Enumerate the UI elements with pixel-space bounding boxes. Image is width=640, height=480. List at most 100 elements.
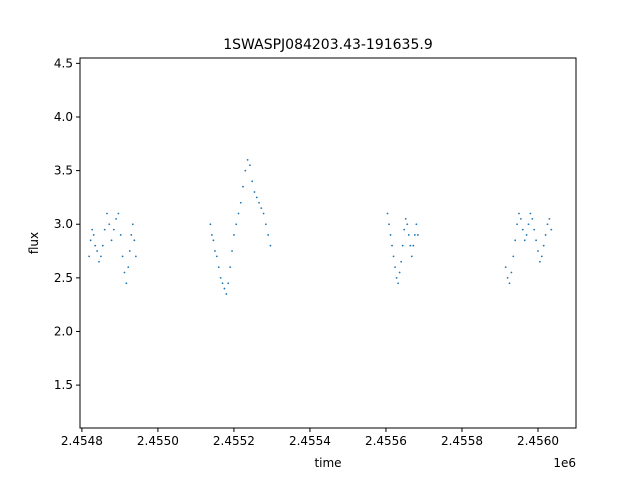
data-point bbox=[510, 271, 513, 274]
x-tick-label: 2.4554 bbox=[289, 434, 331, 448]
data-point bbox=[533, 228, 536, 231]
x-axis-offset-label: 1e6 bbox=[553, 456, 576, 470]
x-tick-label: 2.4556 bbox=[365, 434, 407, 448]
data-point bbox=[264, 223, 267, 226]
data-point bbox=[106, 212, 108, 215]
data-point bbox=[103, 228, 106, 231]
data-point bbox=[538, 260, 541, 263]
plot-frame bbox=[79, 57, 577, 429]
data-point bbox=[395, 276, 398, 279]
data-point bbox=[209, 223, 212, 226]
data-point bbox=[391, 244, 393, 247]
data-point bbox=[531, 217, 534, 220]
x-axis: 2.4548 2.4550 2.4552 2.4554 2.4556 2.4558 2.45… bbox=[61, 428, 559, 448]
data-point bbox=[508, 282, 511, 285]
data-point bbox=[88, 255, 91, 258]
data-point bbox=[516, 223, 518, 226]
y-tick-label: 3.0 bbox=[54, 217, 73, 231]
data-point bbox=[225, 293, 228, 295]
data-point bbox=[394, 266, 396, 269]
data-point bbox=[246, 158, 249, 161]
data-point bbox=[412, 244, 415, 247]
y-tick-label: 4.5 bbox=[54, 56, 73, 70]
data-point bbox=[519, 217, 522, 220]
data-point bbox=[525, 234, 528, 236]
data-point bbox=[127, 266, 130, 269]
data-point bbox=[133, 239, 136, 242]
data-point bbox=[550, 228, 553, 231]
data-point bbox=[239, 201, 242, 204]
y-axis: 1.5 2.0 2.5 3.0 3.5 4.0 4.5 bbox=[54, 56, 80, 392]
data-point bbox=[108, 223, 111, 226]
data-point bbox=[260, 207, 263, 210]
data-point bbox=[548, 217, 551, 220]
data-point bbox=[397, 282, 400, 285]
data-point bbox=[214, 250, 216, 252]
data-point bbox=[400, 260, 403, 263]
y-tick-label: 2.5 bbox=[54, 271, 73, 285]
data-point bbox=[231, 250, 233, 252]
data-point bbox=[537, 250, 539, 252]
y-tick-label: 1.5 bbox=[54, 378, 73, 392]
data-point bbox=[403, 228, 406, 231]
data-point bbox=[401, 244, 404, 247]
data-point bbox=[544, 234, 547, 236]
data-point bbox=[94, 244, 97, 247]
data-point bbox=[96, 250, 98, 252]
data-point bbox=[221, 282, 224, 285]
data-point bbox=[392, 255, 395, 258]
data-point bbox=[121, 255, 124, 258]
data-point bbox=[131, 223, 134, 226]
data-point bbox=[134, 255, 137, 258]
data-point bbox=[115, 217, 118, 220]
data-point bbox=[89, 239, 92, 242]
data-point bbox=[215, 255, 218, 258]
data-point bbox=[389, 234, 392, 236]
data-point bbox=[212, 239, 215, 242]
data-point bbox=[235, 223, 238, 226]
data-point bbox=[527, 223, 530, 226]
data-point bbox=[407, 234, 410, 236]
data-point bbox=[123, 271, 126, 274]
data-point bbox=[415, 223, 418, 226]
x-tick-label: 2.4558 bbox=[441, 434, 483, 448]
y-tick-label: 4.0 bbox=[54, 110, 73, 124]
data-point bbox=[267, 234, 270, 236]
y-tick-label: 3.5 bbox=[54, 164, 73, 178]
data-point bbox=[128, 250, 131, 252]
data-point bbox=[92, 234, 95, 236]
x-tick-label: 2.4548 bbox=[61, 434, 103, 448]
x-axis-label: time bbox=[314, 456, 341, 470]
data-point bbox=[406, 223, 409, 226]
data-point bbox=[248, 164, 251, 167]
data-point bbox=[269, 244, 272, 247]
data-point bbox=[512, 255, 515, 258]
data-point bbox=[244, 169, 247, 172]
x-tick-label: 2.4560 bbox=[517, 434, 559, 448]
data-point bbox=[251, 180, 254, 183]
data-point bbox=[413, 234, 416, 236]
data-point bbox=[529, 212, 532, 215]
data-point bbox=[117, 212, 120, 215]
y-axis-label: flux bbox=[27, 232, 41, 254]
chart-title: 1SWASPJ084203.43-191635.9 bbox=[223, 37, 432, 53]
data-point bbox=[233, 234, 235, 236]
data-point bbox=[100, 255, 102, 258]
data-point bbox=[506, 276, 509, 279]
data-point bbox=[262, 212, 265, 215]
data-point bbox=[253, 191, 256, 193]
data-point bbox=[119, 234, 122, 236]
data-point bbox=[546, 223, 549, 226]
data-point bbox=[223, 287, 226, 290]
data-point bbox=[404, 217, 407, 220]
data-point bbox=[110, 239, 113, 242]
data-point bbox=[523, 239, 526, 242]
data-point bbox=[210, 234, 213, 236]
data-points bbox=[88, 158, 553, 295]
data-point bbox=[258, 201, 260, 204]
data-point bbox=[409, 244, 412, 247]
data-point bbox=[255, 196, 258, 199]
data-point bbox=[125, 282, 128, 285]
x-tick-label: 2.4550 bbox=[137, 434, 179, 448]
